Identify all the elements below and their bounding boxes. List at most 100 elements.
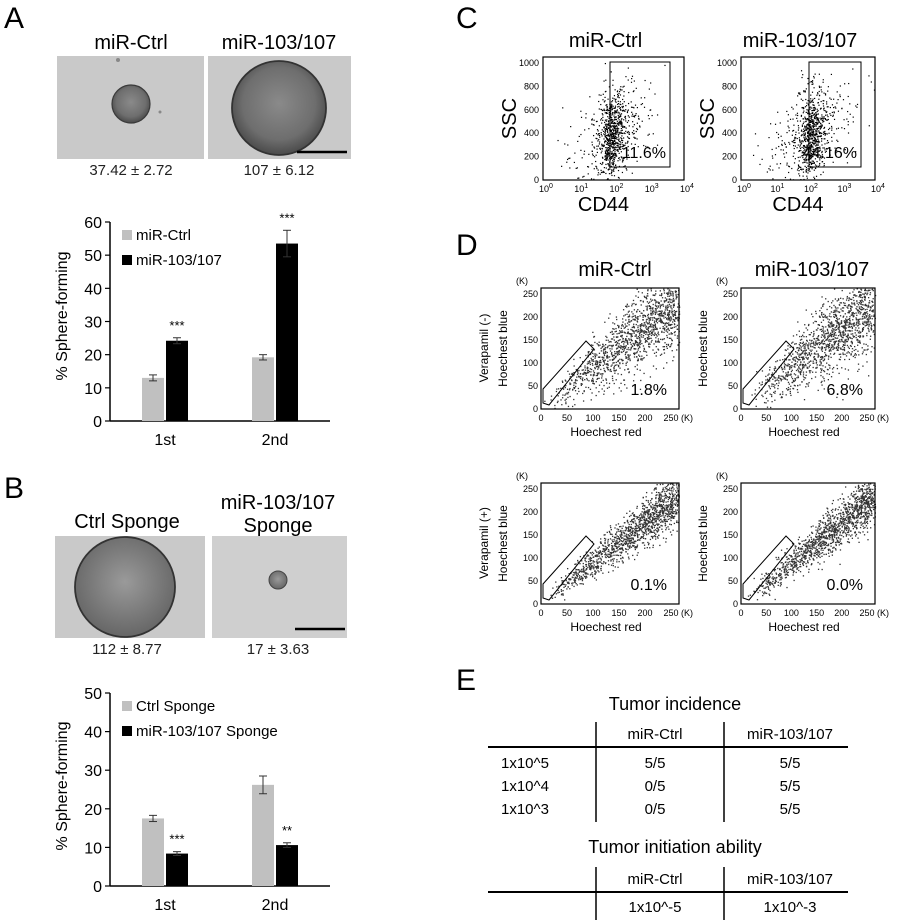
chart-b-ytick-label: 20 <box>84 802 102 819</box>
flow-plot-ylabel: SSC <box>697 98 719 139</box>
panel-label-c: C <box>456 2 478 35</box>
sp-plot-percent: 0.1% <box>631 577 667 594</box>
chart-a-category-label: 1st <box>154 432 176 449</box>
panel-b-ylabel: % Sphere-forming <box>54 722 71 851</box>
flow-plot-ytick: 1000 <box>717 58 737 68</box>
panel-label-e: E <box>456 664 476 697</box>
panel-b-micrograph-sponge <box>212 536 347 638</box>
flow-plot-xtick: 104 <box>871 183 885 194</box>
sp-plot-frame <box>540 287 680 410</box>
chart-b-legend-label: Ctrl Sponge <box>136 698 215 715</box>
sp-plot-xlabel: Hoechest red <box>768 620 839 634</box>
sp-plot-gate <box>742 535 795 601</box>
chart-a-ytick-label: 40 <box>84 281 102 298</box>
sp-plot-ytick: 50 <box>728 381 738 391</box>
sp-plot-xtick: 200 <box>834 608 849 618</box>
chart-a-significance: *** <box>169 318 184 333</box>
sp-plot-ytick: 0 <box>533 404 538 414</box>
chart-b-ytick-label: 30 <box>84 763 102 780</box>
flow-plot-frame <box>542 56 685 181</box>
flow-plot-xtick: 101 <box>574 183 588 194</box>
sp-plot-xtick: 0 <box>538 608 543 618</box>
chart-a-legend-label: miR-Ctrl <box>136 227 191 244</box>
flow-plot-title: miR-Ctrl <box>569 30 642 52</box>
sp-plot-ytick: 100 <box>523 358 538 368</box>
sp-plot-xtick: 250 <box>859 608 874 618</box>
sp-plot-yunit: (K) <box>716 276 728 286</box>
panel-a-micrograph-mir <box>208 56 351 159</box>
flow-plot-events <box>752 68 876 181</box>
flow-plot-ytick: 0 <box>534 175 539 185</box>
flow-plot-gate <box>808 61 862 168</box>
sp-plot-xunit: (K) <box>877 608 889 618</box>
sp-plot-ytick: 150 <box>523 335 538 345</box>
panel-a-micrograph-ctrl <box>57 56 204 159</box>
incidence-col-mir: miR-103/107 <box>747 726 833 743</box>
sp-plot-xtick: 100 <box>585 608 600 618</box>
chart-a-ytick-label: 50 <box>84 248 102 265</box>
sp-plot-xtick: 200 <box>637 413 652 423</box>
sp-plot-xtick: 50 <box>562 608 572 618</box>
panel-b-micrograph-ctrl <box>55 536 205 638</box>
flow-plot-xtick: 103 <box>645 183 659 194</box>
sp-plot-xtick: 50 <box>562 413 572 423</box>
sp-col-title: miR-Ctrl <box>578 259 651 281</box>
sp-plot-xtick: 150 <box>809 413 824 423</box>
sp-plot-ytick: 150 <box>523 530 538 540</box>
sp-plot-xtick: 50 <box>761 608 771 618</box>
chart-b-ytick-label: 40 <box>84 725 102 742</box>
chart-b-bar <box>142 818 164 886</box>
sp-plot-events <box>751 288 877 409</box>
sp-plot-gate <box>542 535 595 601</box>
sp-plot-xtick: 100 <box>784 413 799 423</box>
sp-plot-xtick: 200 <box>834 413 849 423</box>
sp-plot-xtick: 250 <box>663 608 678 618</box>
panel-b-caption-sponge: 17 ± 3.63 <box>247 641 309 658</box>
sp-plot-xlabel: Hoechest red <box>768 425 839 439</box>
sp-plot-xlabel: Hoechest red <box>570 425 641 439</box>
chart-b-bar <box>276 845 298 886</box>
sp-plot-yunit: (K) <box>516 471 528 481</box>
chart-b-legend-swatch <box>122 726 132 736</box>
sp-plot-xtick: 250 <box>663 413 678 423</box>
sp-plot-ytick: 200 <box>723 312 738 322</box>
chart-b-legend-swatch <box>122 701 132 711</box>
flow-plot-xlabel: CD44 <box>578 194 629 216</box>
flow-plot-ytick: 200 <box>524 152 539 162</box>
sp-plot-ytick: 250 <box>723 289 738 299</box>
sp-plot-percent: 0.0% <box>827 577 863 594</box>
flow-plot-xtick: 102 <box>804 183 818 194</box>
chart-a-ytick-label: 0 <box>93 414 102 431</box>
panel-label-a: A <box>4 2 24 35</box>
panel-a-caption-ctrl: 37.42 ± 2.72 <box>89 162 172 179</box>
flow-plot-frame <box>740 56 876 181</box>
sp-plot-ylabel: Hoechest blue <box>696 505 710 582</box>
incidence-title: Tumor incidence <box>609 694 741 714</box>
sp-plot-xtick: 250 <box>859 413 874 423</box>
flow-plot-ytick: 1000 <box>519 58 539 68</box>
initiation-col-mir: miR-103/107 <box>747 871 833 888</box>
flow-plot-ytick: 400 <box>524 128 539 138</box>
sp-plot-yunit: (K) <box>516 276 528 286</box>
sp-plot-ytick: 200 <box>723 507 738 517</box>
sp-plot-ytick: 200 <box>523 312 538 322</box>
incidence-row-2: 1x10^4 0/5 5/5 <box>501 778 800 795</box>
sp-plot-ytick: 50 <box>528 576 538 586</box>
panel-a-bar-chart: 0 10 20 30 40 50 60 1st *** 2nd *** miR-Ctrl miR-103… <box>84 210 330 449</box>
panel-label-d: D <box>456 229 478 262</box>
flow-plot-ylabel: SSC <box>499 98 521 139</box>
sp-plot-xtick: 100 <box>784 608 799 618</box>
chart-a-legend-swatch <box>122 255 132 265</box>
flow-plot-ytick: 800 <box>722 81 737 91</box>
flow-plot-gate <box>609 61 671 168</box>
panel-b-title-ctrl: Ctrl Sponge <box>74 511 180 533</box>
chart-a-bar <box>252 357 274 421</box>
sp-plot-xtick: 50 <box>761 413 771 423</box>
chart-a-legend-swatch <box>122 230 132 240</box>
